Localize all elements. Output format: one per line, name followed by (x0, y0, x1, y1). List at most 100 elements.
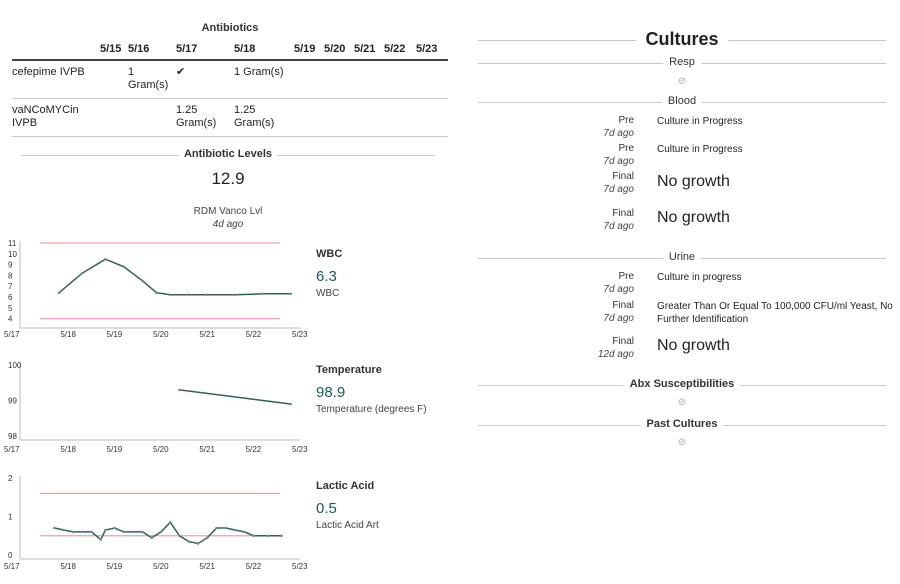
culture-result[interactable]: Greater Than Or Equal To 100,000 CFU/ml … (657, 301, 893, 325)
data-point (215, 526, 218, 530)
data-point (141, 530, 144, 534)
date-header: 5/22 (384, 40, 416, 61)
culture-status: Final (612, 300, 634, 311)
culture-status: Final (612, 336, 634, 347)
data-point (104, 257, 107, 261)
x-tick-label: 5/20 (153, 562, 169, 571)
wbc-subtitle: WBC (316, 288, 340, 299)
data-point (80, 271, 84, 275)
data-point (252, 534, 255, 538)
data-point (233, 293, 237, 297)
empty-icon: ⊘ (677, 397, 687, 408)
data-point (289, 292, 293, 296)
dose-cell (100, 98, 128, 137)
x-tick-label: 5/22 (246, 562, 262, 571)
x-tick-label: 5/20 (153, 330, 169, 339)
culture-ago: 7d ago (603, 156, 634, 167)
data-point (187, 293, 191, 297)
x-tick-label: 5/19 (107, 445, 123, 454)
culture-result[interactable]: Culture in progress (657, 272, 742, 283)
culture-result[interactable]: No growth (657, 337, 730, 354)
x-tick-label: 5/18 (60, 562, 76, 571)
culture-section-resp: Resp (663, 56, 701, 68)
data-point (150, 536, 153, 539)
culture-status: Pre (618, 271, 634, 282)
data-point (122, 530, 126, 534)
data-point (178, 534, 181, 538)
wbc-chart[interactable]: 4 5 6 7 89 10 11 5/17 5/18 5/19 5/20 5/21 5/22 5/23 (0, 238, 310, 344)
culture-result[interactable]: No growth (657, 209, 730, 226)
x-tick-label: 5/22 (246, 445, 262, 454)
series-line (54, 521, 282, 545)
date-header: 5/16 (128, 40, 176, 61)
culture-ago: 7d ago (603, 313, 634, 324)
y-tick-label: 100 (8, 361, 22, 370)
x-tick-label: 5/22 (246, 330, 262, 339)
y-tick-label: 99 (8, 397, 17, 406)
x-tick-label: 5/17 (4, 330, 20, 339)
empty-icon: ⊘ (677, 437, 687, 448)
dose-cell: 1.25 Gram(s) (234, 98, 294, 137)
antibiotic-level-ago: 4d ago (212, 219, 244, 230)
culture-status: Final (612, 208, 634, 219)
y-tick-label: 9 (8, 261, 13, 270)
date-header: 5/15 (100, 40, 128, 61)
data-point (187, 540, 191, 543)
culture-result[interactable]: Culture in Progress (657, 116, 743, 127)
antibiotic-name: cefepime IVPB (12, 60, 100, 99)
culture-result[interactable]: Culture in Progress (657, 144, 743, 155)
table-row: cefepime IVPB 1 Gram(s) ✔ 1 Gram(s) (12, 60, 448, 99)
dose-cell (100, 60, 128, 99)
data-point (289, 402, 293, 406)
dose-cell (384, 60, 416, 99)
antibiotics-title: Antibiotics (201, 22, 259, 34)
date-header: 5/21 (354, 40, 384, 61)
dose-cell (416, 60, 448, 99)
y-tick-label: 4 (8, 315, 13, 324)
x-tick-label: 5/23 (292, 330, 308, 339)
x-tick-label: 5/23 (292, 445, 308, 454)
dose-cell: 1 Gram(s) (234, 60, 294, 99)
y-tick-label: 7 (8, 282, 13, 291)
dose-cell (324, 60, 354, 99)
culture-status: Pre (618, 115, 634, 126)
data-point (53, 526, 56, 530)
dose-cell (324, 98, 354, 137)
antibiotic-level-value[interactable]: 12.9 (211, 169, 245, 188)
temperature-chart[interactable]: 98 99 100 5/17 5/18 5/19 5/20 5/21 5/22 5/23 (0, 356, 310, 460)
date-header: 5/18 (234, 40, 294, 61)
data-point (169, 521, 172, 524)
data-point (104, 528, 107, 532)
culture-status: Final (612, 171, 634, 182)
culture-result[interactable]: No growth (657, 173, 730, 190)
data-point (169, 293, 172, 297)
data-point (159, 530, 163, 534)
date-header: 5/19 (294, 40, 324, 61)
x-tick-label: 5/18 (60, 330, 76, 339)
x-tick-label: 5/21 (199, 445, 215, 454)
x-tick-label: 5/20 (153, 445, 169, 454)
data-point (196, 542, 200, 545)
lactic-acid-chart[interactable]: 0 1 2 5/17 5/18 5/19 5/20 5/21 5/22 5/23 (0, 472, 310, 580)
data-point (266, 534, 269, 538)
data-point (80, 530, 84, 534)
x-tick-label: 5/21 (199, 562, 215, 571)
date-header: 5/17 (176, 40, 234, 61)
y-tick-label: 2 (8, 474, 13, 483)
data-point (206, 536, 209, 539)
x-tick-label: 5/19 (107, 562, 123, 571)
culture-ago: 7d ago (603, 184, 634, 195)
x-tick-label: 5/17 (4, 562, 20, 571)
antibiotic-name: vaNCoMYCin IVPB (12, 98, 100, 137)
x-tick-label: 5/21 (199, 330, 215, 339)
lactic-acid-chart-title: Lactic Acid (316, 480, 375, 492)
x-tick-label: 5/23 (292, 562, 308, 571)
antibiotic-level-label: RDM Vanco Lvl (193, 206, 263, 217)
y-tick-label: 6 (8, 293, 13, 302)
culture-ago: 7d ago (603, 128, 634, 139)
x-tick-label: 5/18 (60, 445, 76, 454)
culture-section-urine: Urine (662, 251, 702, 263)
culture-section-blood: Blood (661, 95, 703, 107)
x-tick-label: 5/17 (4, 445, 20, 454)
culture-section-past-cultures: Past Cultures (640, 418, 724, 430)
